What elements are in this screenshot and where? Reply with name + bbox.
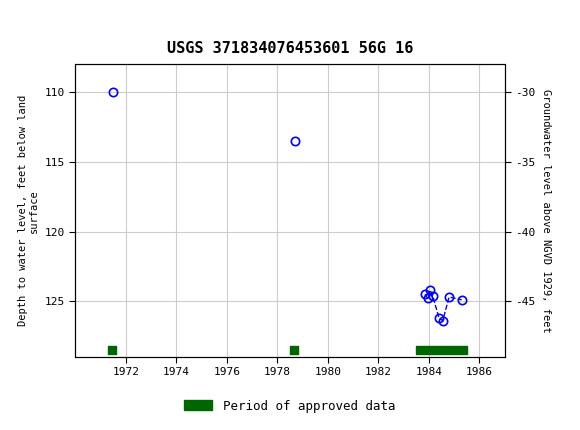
Legend: Period of approved data: Period of approved data	[179, 395, 401, 419]
Text: ▒USGS: ▒USGS	[9, 9, 63, 30]
Title: USGS 371834076453601 56G 16: USGS 371834076453601 56G 16	[167, 41, 413, 56]
Y-axis label: Groundwater level above NGVD 1929, feet: Groundwater level above NGVD 1929, feet	[541, 89, 551, 332]
Y-axis label: Depth to water level, feet below land
surface: Depth to water level, feet below land su…	[17, 95, 39, 326]
